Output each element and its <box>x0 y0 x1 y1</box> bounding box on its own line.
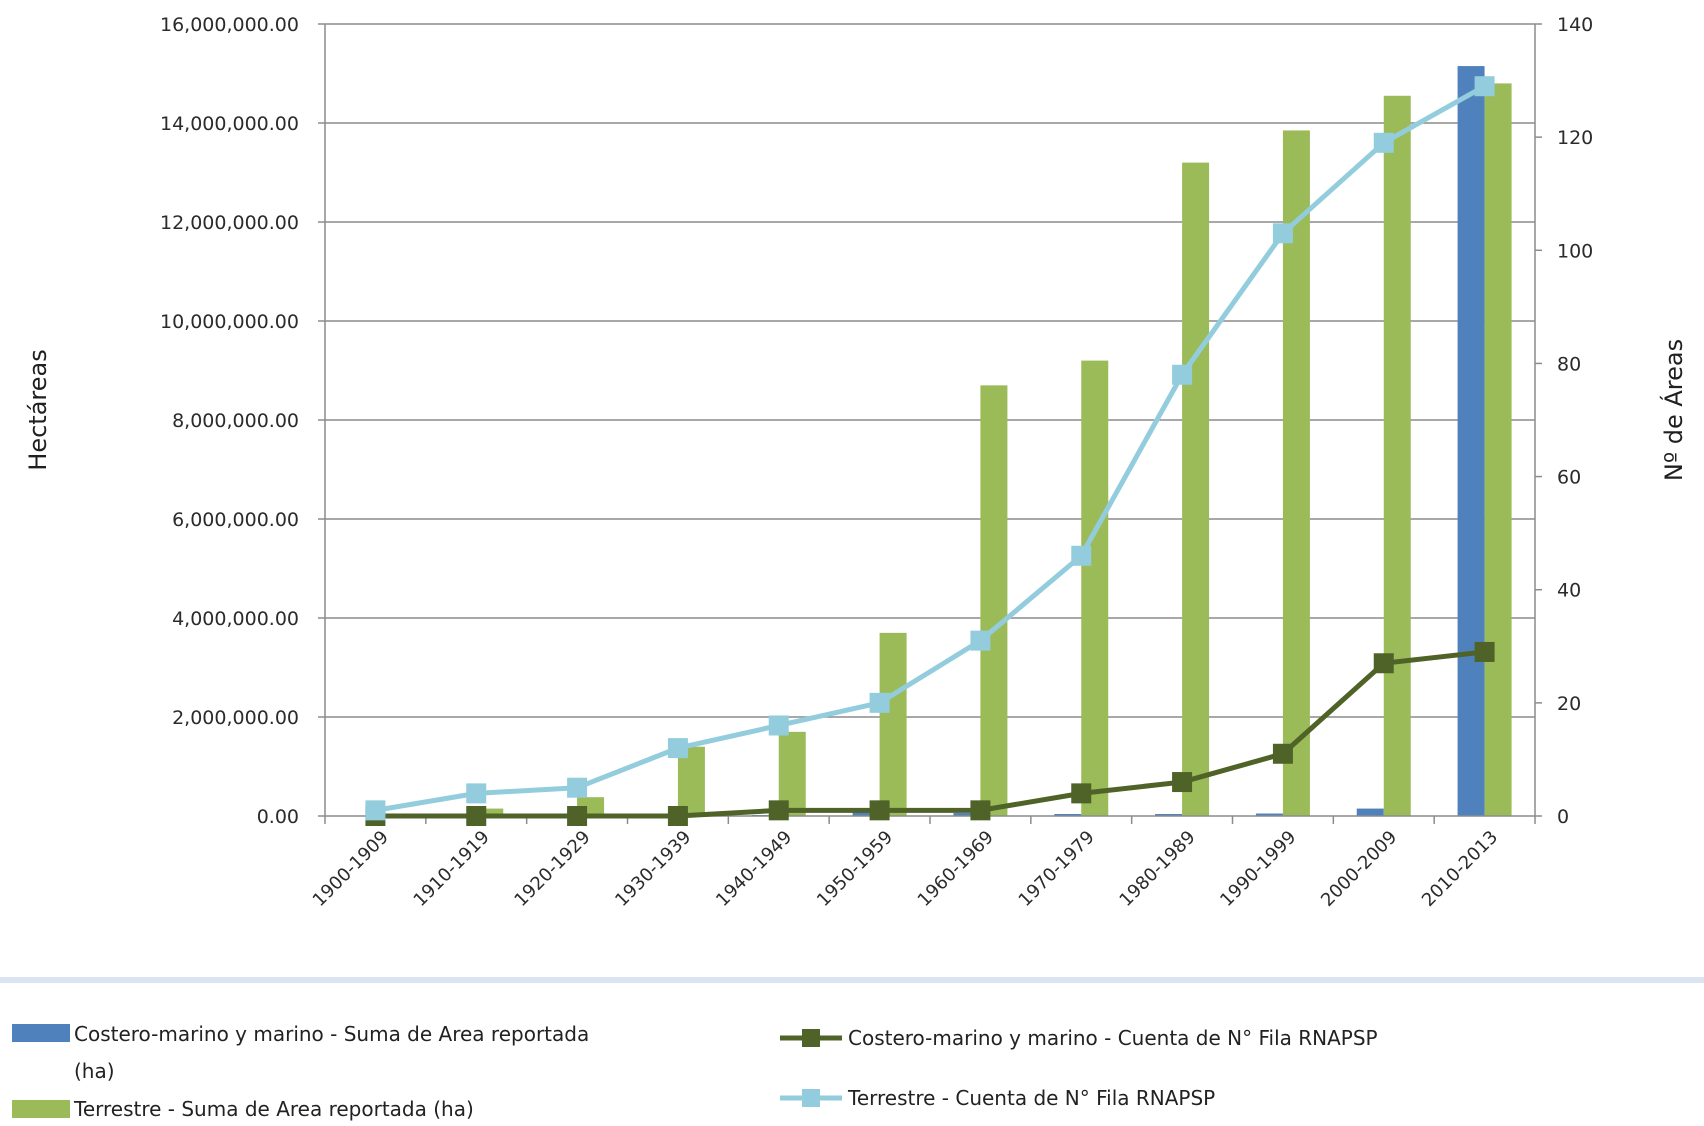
bar <box>980 385 1007 816</box>
line-point <box>1475 642 1495 662</box>
legend-label-bar-costero-1: Costero-marino y marino - Suma de Area r… <box>74 1022 589 1046</box>
x-tick-label: 1910-1919 <box>410 827 494 911</box>
line-point <box>668 738 688 758</box>
y-tick-label-left: 16,000,000.00 <box>160 14 299 36</box>
legend-label-line-costero: Costero-marino y marino - Cuenta de N° F… <box>848 1026 1378 1050</box>
y-tick-label-right: 80 <box>1557 353 1581 375</box>
line-point <box>1071 783 1091 803</box>
line-point <box>365 800 385 820</box>
line-point <box>1172 365 1192 385</box>
line-point <box>567 778 587 798</box>
x-tick-label: 1900-1909 <box>309 827 393 911</box>
y-tick-label-right: 140 <box>1557 14 1593 36</box>
y-tick-label-left: 12,000,000.00 <box>160 212 299 234</box>
series-line <box>375 86 1484 810</box>
y-tick-label-right: 120 <box>1557 127 1593 149</box>
bar <box>880 633 907 816</box>
bar <box>1458 66 1485 816</box>
line-point <box>870 800 890 820</box>
line-marks <box>365 76 1494 826</box>
y-tick-label-left: 8,000,000.00 <box>172 410 299 432</box>
bar <box>1357 809 1384 816</box>
legend-label-bar-costero-2: (ha) <box>74 1059 115 1083</box>
y-tick-label-left: 6,000,000.00 <box>172 509 299 531</box>
line-point <box>970 800 990 820</box>
line-point <box>1273 744 1293 764</box>
x-tick-label: 2000-2009 <box>1317 827 1401 911</box>
legend-marker-line-costero <box>802 1029 820 1047</box>
x-tick-label: 1990-1999 <box>1216 827 1300 911</box>
y-tick-label-right: 100 <box>1557 240 1593 262</box>
x-tick-label: 1960-1969 <box>914 827 998 911</box>
axes <box>318 24 1542 824</box>
line-point <box>1172 772 1192 792</box>
line-point <box>1071 546 1091 566</box>
y-tick-label-left: 14,000,000.00 <box>160 113 299 135</box>
y-tick-label-left: 0.00 <box>257 806 299 828</box>
x-tick-label: 1930-1939 <box>611 827 695 911</box>
y-tick-label-left: 2,000,000.00 <box>172 707 299 729</box>
line-point <box>769 715 789 735</box>
x-tick-label: 2010-2013 <box>1418 827 1502 911</box>
legend-swatch-bar-costero <box>12 1024 70 1042</box>
legend-label-bar-terrestre: Terrestre - Suma de Area reportada (ha) <box>73 1097 474 1121</box>
y-tick-label-left: 10,000,000.00 <box>160 311 299 333</box>
y-tick-label-left: 4,000,000.00 <box>172 608 299 630</box>
y-axis-title-left: Hectáreas <box>24 349 52 470</box>
bar <box>1081 361 1108 816</box>
y-axis-title-right: Nº de Áreas <box>1659 339 1688 481</box>
line-point <box>1475 76 1495 96</box>
line-point <box>466 783 486 803</box>
x-tick-label: 1940-1949 <box>712 827 796 911</box>
line-point <box>870 693 890 713</box>
line-point <box>567 806 587 826</box>
x-tick-label: 1970-1979 <box>1015 827 1099 911</box>
line-point <box>668 806 688 826</box>
line-point <box>769 800 789 820</box>
line-point <box>1374 133 1394 153</box>
legend: Costero-marino y marino - Suma de Area r… <box>12 1022 1378 1121</box>
x-tick-label: 1950-1959 <box>813 827 897 911</box>
x-tick-label: 1980-1989 <box>1115 827 1199 911</box>
line-point <box>1374 653 1394 673</box>
bar <box>1384 96 1411 816</box>
bar <box>1182 163 1209 816</box>
y-tick-label-right: 0 <box>1557 806 1569 828</box>
bar <box>1485 83 1512 816</box>
legend-label-line-terrestre: Terrestre - Cuenta de N° Fila RNAPSP <box>847 1086 1215 1110</box>
line-point <box>1273 223 1293 243</box>
legend-swatch-bar-terrestre <box>12 1100 70 1118</box>
legend-marker-line-terrestre <box>802 1089 820 1107</box>
y-tick-label-right: 40 <box>1557 580 1581 602</box>
line-point <box>970 631 990 651</box>
x-tick-label: 1920-1929 <box>510 827 594 911</box>
y-tick-label-right: 20 <box>1557 693 1581 715</box>
gridlines <box>325 24 1535 717</box>
y-tick-label-right: 60 <box>1557 467 1581 489</box>
line-point <box>466 806 486 826</box>
